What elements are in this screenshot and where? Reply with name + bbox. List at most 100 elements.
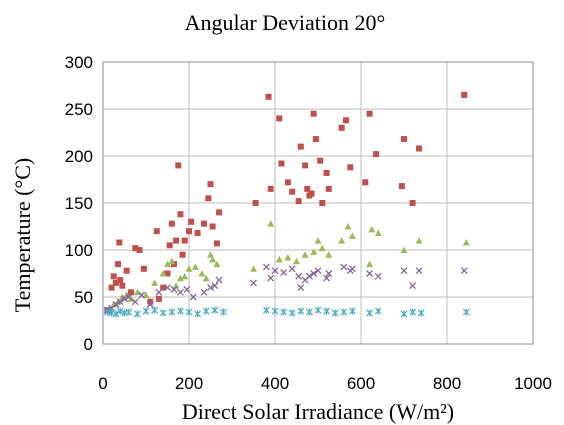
data-point xyxy=(461,91,468,98)
data-point xyxy=(216,209,223,216)
data-point xyxy=(121,295,128,303)
data-point xyxy=(116,239,123,246)
x-tick-label: 1000 xyxy=(514,374,552,393)
data-point xyxy=(305,308,313,316)
data-point xyxy=(373,151,380,158)
data-point xyxy=(173,237,180,244)
data-point xyxy=(416,145,423,152)
data-point xyxy=(153,228,160,235)
data-point xyxy=(342,117,349,124)
data-point xyxy=(340,263,348,271)
data-point xyxy=(323,307,331,315)
data-point xyxy=(166,242,173,249)
data-point xyxy=(310,110,317,117)
data-point xyxy=(415,237,423,244)
x-tick-label: 0 xyxy=(98,374,107,393)
data-point xyxy=(400,310,408,318)
data-point xyxy=(186,228,192,235)
data-point xyxy=(284,254,292,261)
data-point xyxy=(119,282,126,289)
data-point xyxy=(462,238,470,246)
data-point xyxy=(325,251,333,258)
data-point xyxy=(170,286,178,293)
data-point xyxy=(155,288,163,296)
data-point xyxy=(366,260,374,268)
data-point xyxy=(314,267,322,275)
data-point xyxy=(398,183,405,190)
data-point xyxy=(179,251,186,258)
data-point xyxy=(138,291,146,299)
data-point xyxy=(271,307,279,315)
data-point xyxy=(318,244,326,252)
data-point xyxy=(280,308,288,316)
data-point xyxy=(211,282,219,290)
data-point xyxy=(211,306,219,314)
data-point xyxy=(202,307,210,315)
data-point xyxy=(366,309,374,317)
data-point xyxy=(374,229,382,237)
data-point xyxy=(181,272,189,280)
data-point xyxy=(368,225,376,233)
data-point xyxy=(400,246,408,253)
data-point xyxy=(200,288,208,296)
data-point xyxy=(215,276,223,284)
data-point xyxy=(310,248,318,255)
y-tick-label: 300 xyxy=(65,53,93,72)
data-point xyxy=(297,284,305,292)
data-point xyxy=(314,306,322,314)
plot-area xyxy=(102,61,534,345)
data-point xyxy=(160,284,167,291)
data-point xyxy=(112,310,120,318)
data-point xyxy=(288,265,296,273)
data-point xyxy=(262,263,270,271)
data-point xyxy=(366,110,373,117)
data-point xyxy=(374,307,382,315)
data-point xyxy=(185,308,193,316)
data-point xyxy=(275,255,283,263)
data-point xyxy=(125,308,133,316)
data-point xyxy=(267,220,275,227)
data-point xyxy=(323,169,330,176)
data-points xyxy=(103,91,470,318)
x-tick-label: 800 xyxy=(433,374,461,393)
data-point xyxy=(213,240,220,247)
data-point xyxy=(201,220,208,227)
data-point xyxy=(151,279,159,286)
data-point xyxy=(183,286,191,293)
data-point xyxy=(340,308,348,316)
data-point xyxy=(314,237,322,244)
data-point xyxy=(177,211,184,218)
data-point xyxy=(146,301,154,308)
data-point xyxy=(348,265,356,273)
data-point xyxy=(317,157,324,164)
data-point xyxy=(297,143,304,150)
x-tick-label: 200 xyxy=(175,374,203,393)
chart-title: Angular Deviation 20° xyxy=(185,10,386,35)
data-point xyxy=(202,274,210,282)
y-axis-label: Temperature (°C) xyxy=(10,158,35,312)
data-point xyxy=(115,261,122,268)
data-point xyxy=(400,267,408,275)
x-tick-label: 400 xyxy=(261,374,289,393)
data-point xyxy=(185,265,193,272)
data-point xyxy=(366,270,374,277)
data-point xyxy=(112,301,120,308)
data-point xyxy=(347,164,354,171)
data-point xyxy=(164,284,171,292)
data-point xyxy=(295,272,303,280)
data-point xyxy=(374,272,382,280)
data-point xyxy=(462,308,470,316)
data-point xyxy=(344,223,352,230)
y-tick-label: 50 xyxy=(74,288,93,307)
data-point xyxy=(302,162,309,169)
data-point xyxy=(219,308,227,316)
data-point xyxy=(198,270,206,277)
data-point xyxy=(155,295,162,302)
data-point xyxy=(110,273,117,280)
y-tick-label: 150 xyxy=(65,194,93,213)
data-point xyxy=(417,309,425,317)
data-point xyxy=(147,298,154,305)
data-point xyxy=(207,251,214,258)
data-point xyxy=(288,309,296,317)
data-point xyxy=(172,282,180,289)
